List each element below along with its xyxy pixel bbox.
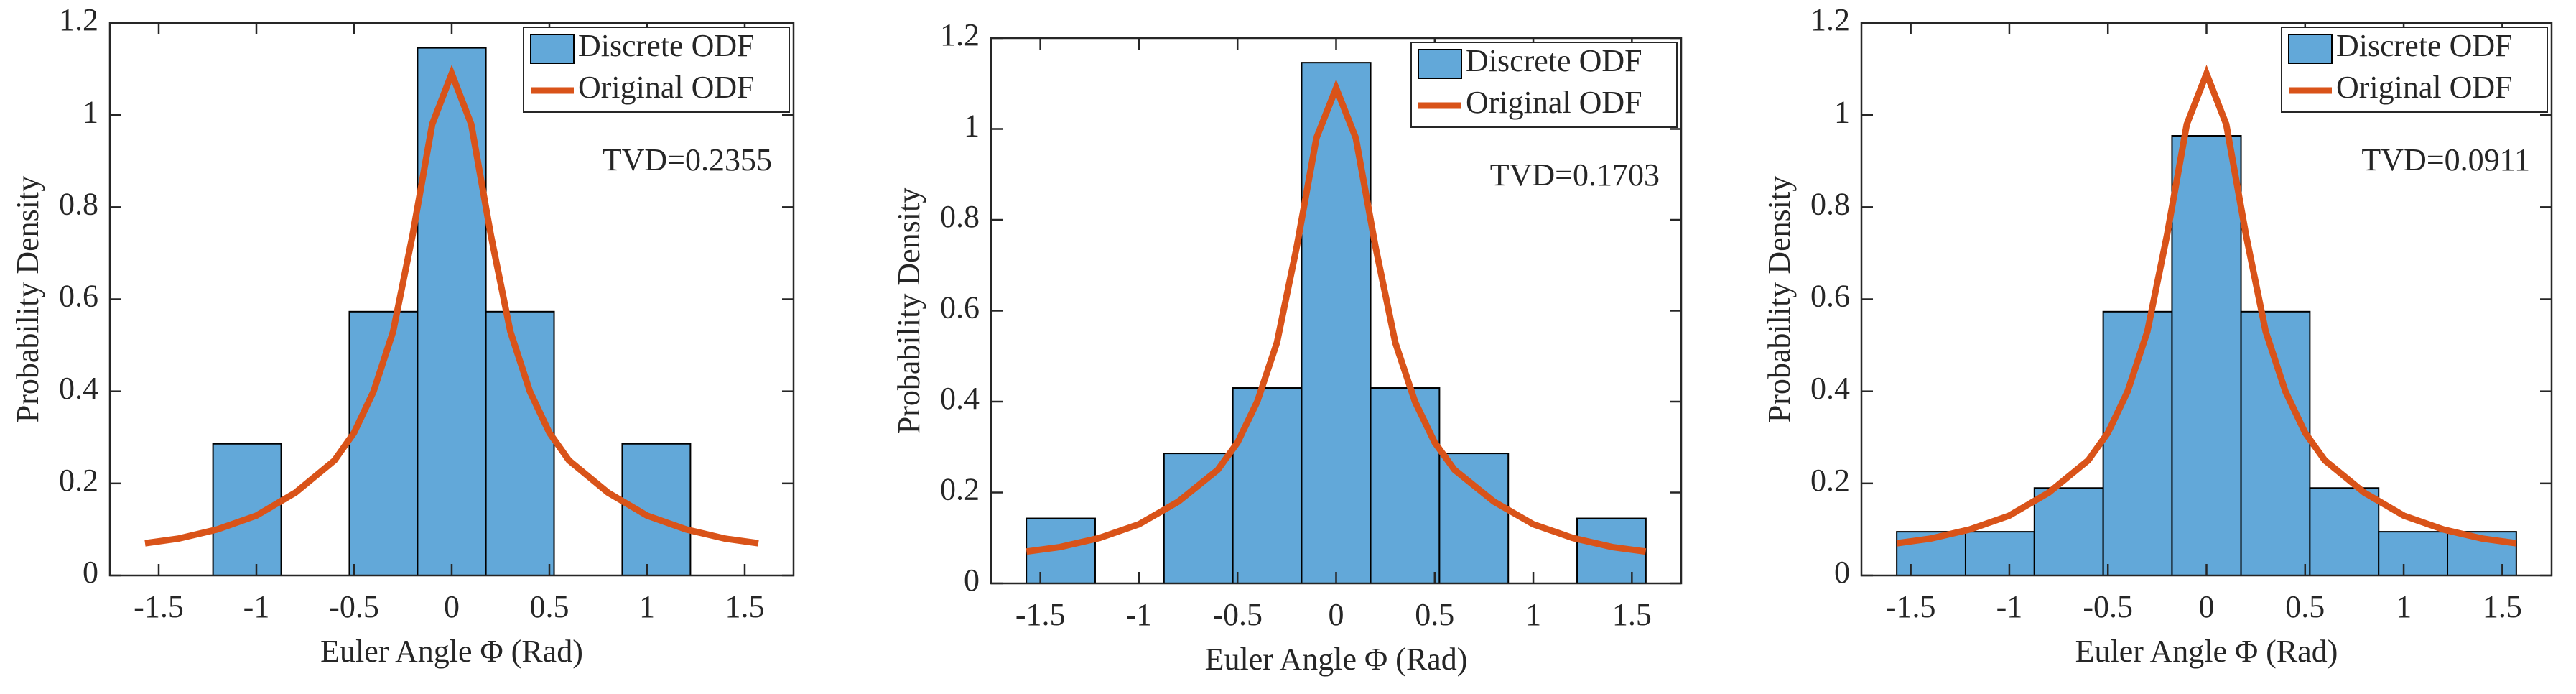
subplot: -1.5 -1 -0.5 0 0.5 1 1.5 0 0.2 0.4 0.6 0.8 1 1.2 Euler…: [10, 2, 795, 669]
y-tick-label: 1: [1834, 94, 1850, 129]
y-tick-label: 1.2: [940, 17, 980, 52]
y-tick-label: 0.6: [940, 290, 980, 325]
x-axis-label: Euler Angle Φ (Rad): [2075, 634, 2338, 669]
subplot: -1.5 -1 -0.5 0 0.5 1 1.5 0 0.2 0.4 0.6 0.8 1 1.2 Euler…: [891, 17, 1683, 677]
y-tick-label: 0: [83, 555, 98, 590]
y-tick-label: 0.4: [940, 381, 980, 416]
y-axis-label: Probability Density: [1762, 176, 1797, 422]
bar: [1232, 387, 1303, 585]
y-tick-label: 1: [83, 94, 98, 129]
x-tick-label: -1.5: [1015, 597, 1066, 632]
y-tick-label: 1: [964, 108, 980, 144]
y-tick-label: 1.2: [59, 2, 98, 37]
subplot: -1.5 -1 -0.5 0 0.5 1 1.5 0 0.2 0.4 0.6 0.8 1 1.2 Euler…: [1762, 2, 2553, 669]
x-tick-label: -1.5: [1886, 589, 1936, 624]
y-tick-label: 0.4: [1810, 371, 1850, 406]
legend-patch: [530, 34, 575, 64]
y-tick-label: 0.2: [59, 463, 98, 498]
bar: [1301, 62, 1372, 584]
bar: [1438, 453, 1510, 584]
x-tick-label: -1.5: [134, 589, 184, 624]
legend-patch: [1418, 49, 1462, 79]
x-tick-label: -1: [1996, 589, 2023, 624]
x-tick-label: -1: [243, 589, 270, 624]
y-axis-label: Probability Density: [891, 188, 926, 434]
x-tick-label: 0.5: [530, 589, 569, 624]
bar: [2309, 487, 2380, 576]
y-tick-label: 0.2: [1810, 463, 1850, 498]
legend-label: Discrete ODF: [2336, 28, 2513, 63]
x-tick-label: 1.5: [2483, 589, 2522, 624]
bar: [1964, 531, 2035, 577]
y-tick-label: 0.6: [59, 279, 98, 314]
x-tick-label: 1: [639, 589, 655, 624]
y-tick-label: 0: [1834, 555, 1850, 590]
x-tick-label: 0: [1329, 597, 1344, 632]
x-tick-label: -0.5: [329, 589, 379, 624]
x-tick-label: 0.5: [2285, 589, 2325, 624]
x-tick-label: 0: [2199, 589, 2215, 624]
legend-label: Discrete ODF: [1466, 43, 1642, 78]
annotation: TVD=0.1703: [1490, 157, 1660, 193]
x-tick-label: 1.5: [725, 589, 765, 624]
x-axis-label: Euler Angle Φ (Rad): [1205, 642, 1468, 677]
y-tick-label: 0.2: [940, 472, 980, 507]
x-tick-label: -0.5: [2083, 589, 2133, 624]
annotation: TVD=0.2355: [603, 142, 772, 177]
x-tick-label: 1.5: [1612, 597, 1652, 632]
x-tick-label: 1: [2396, 589, 2412, 624]
x-tick-label: 1: [1525, 597, 1541, 632]
annotation: TVD=0.0911: [2361, 142, 2530, 177]
y-tick-label: 0.8: [59, 186, 98, 221]
x-axis-label: Euler Angle Φ (Rad): [320, 634, 583, 669]
bar: [1163, 453, 1234, 584]
legend-label: Original ODF: [578, 70, 755, 105]
density-curve: [1896, 65, 2517, 547]
y-axis-label: Probability Density: [10, 176, 45, 422]
density-curve: [144, 64, 759, 547]
x-tick-label: -0.5: [1212, 597, 1263, 632]
y-tick-label: 0.8: [1810, 186, 1850, 221]
bar: [1370, 387, 1441, 585]
y-tick-label: 1.2: [1810, 2, 1850, 37]
y-tick-label: 0.4: [59, 371, 98, 406]
density-curve: [1026, 79, 1647, 555]
legend-label: Discrete ODF: [578, 28, 755, 63]
x-tick-label: 0: [444, 589, 460, 624]
y-tick-label: 0.8: [940, 199, 980, 234]
bar: [417, 47, 487, 577]
bar: [2033, 487, 2104, 576]
legend-label: Original ODF: [2336, 70, 2513, 105]
x-tick-label: 0.5: [1415, 597, 1454, 632]
bar: [2171, 135, 2242, 577]
bar: [2378, 531, 2449, 577]
x-tick-label: -1: [1126, 597, 1153, 632]
y-tick-label: 0: [964, 563, 980, 598]
legend-label: Original ODF: [1466, 85, 1642, 120]
y-tick-label: 0.6: [1810, 279, 1850, 314]
legend-patch: [2288, 34, 2333, 64]
